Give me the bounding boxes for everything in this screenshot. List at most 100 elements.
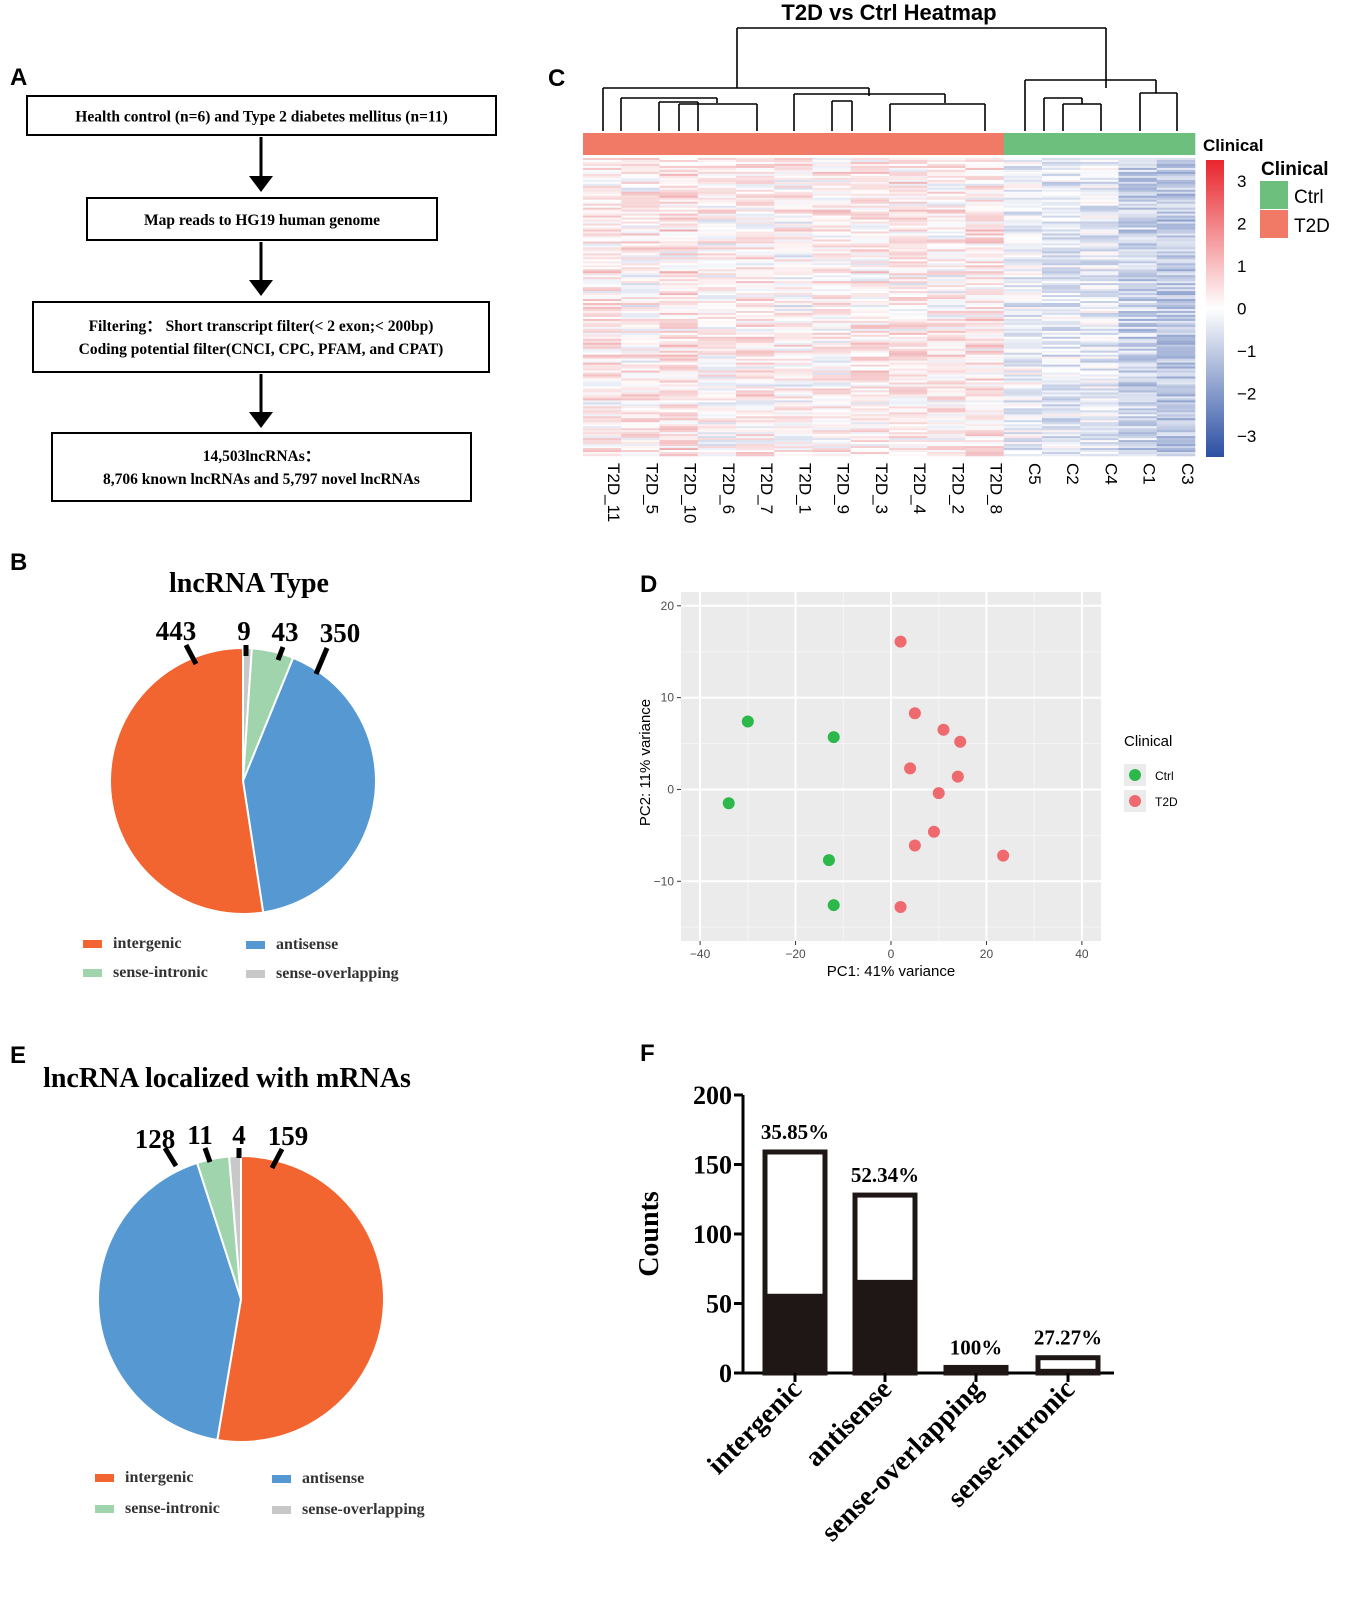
heatmap-cell [697, 382, 737, 385]
heatmap-cell [1003, 199, 1043, 203]
heatmap-cell [889, 235, 928, 238]
heatmap-cell [659, 410, 699, 413]
heatmap-cell [1080, 452, 1119, 455]
heatmap-cell [965, 189, 1005, 193]
heatmap-cell [659, 350, 699, 353]
heatmap-cell [812, 205, 852, 208]
heatmap-cell [927, 261, 966, 264]
heatmap-cell [1156, 259, 1196, 262]
heatmap-cell [927, 209, 966, 212]
heatmap-cell [697, 191, 737, 195]
heatmap-cell [812, 436, 852, 439]
legend-swatch-intergenic [83, 940, 102, 948]
heatmap-cell [697, 195, 737, 199]
heatmap-cell [774, 380, 813, 383]
heatmap-cell [889, 163, 928, 167]
heatmap-cell [1118, 388, 1158, 391]
heatmap-cell [774, 257, 813, 260]
heatmap-cell [659, 328, 699, 332]
annotation-cell-T2D_7 [736, 133, 775, 155]
heatmap-cell [850, 211, 890, 214]
heatmap-cell [774, 255, 813, 258]
heatmap-cell [621, 338, 660, 342]
heatmap-cell [1080, 263, 1119, 266]
heatmap-cell [812, 189, 852, 193]
heatmap-cell [850, 205, 890, 208]
heatmap-cell [621, 436, 660, 439]
heatmap-cell [774, 392, 813, 395]
heatmap-cell [736, 283, 775, 286]
heatmap-cell [697, 189, 737, 193]
heatmap-cell [965, 241, 1005, 244]
heatmap-cell [736, 233, 775, 236]
heatmap-cell [1118, 165, 1158, 169]
heatmap-cell [965, 173, 1005, 177]
heatmap-cell [621, 386, 660, 389]
legend-label-antisense: antisense [276, 936, 338, 953]
heatmap-cell [583, 432, 622, 435]
heatmap-cell [774, 249, 813, 252]
heatmap-cell [1156, 257, 1196, 260]
heatmap-cell [659, 239, 699, 242]
heatmap-cell [1080, 448, 1119, 451]
heatmap-cell [965, 301, 1005, 304]
heatmap-cell [927, 251, 966, 254]
heatmap-cell [1080, 450, 1119, 453]
panel-letter-f: F [640, 1040, 655, 1067]
heatmap-cell [812, 448, 852, 451]
heatmap-cell [1042, 310, 1081, 314]
heatmap-cell [621, 446, 660, 449]
heatmap-cell [736, 344, 775, 348]
heatmap-cell [774, 291, 813, 294]
heatmap-cell [697, 340, 737, 344]
heatmap-cell [1080, 432, 1119, 435]
heatmap-cell [850, 348, 890, 352]
heatmap-cell [1156, 253, 1196, 256]
point-t2d [894, 901, 907, 914]
heatmap-cell [659, 223, 699, 226]
heatmap-cell [697, 221, 737, 224]
heatmap-cell [697, 412, 737, 415]
heatmap-cell [889, 332, 928, 336]
bar-percent-label: 100% [950, 1335, 1003, 1359]
heatmap-cell [927, 301, 966, 304]
heatmap-cell [965, 390, 1005, 393]
heatmap-cell [774, 360, 813, 363]
heatmap-cell [850, 243, 890, 246]
heatmap-cell [583, 316, 622, 320]
heatmap-cell [1118, 187, 1158, 191]
heatmap-cell [1080, 376, 1119, 379]
heatmap-cell [1118, 277, 1158, 280]
heatmap-cell [621, 257, 660, 260]
color-scale-tick: 2 [1237, 215, 1246, 234]
heatmap-cell [927, 358, 966, 361]
heatmap-cell [583, 418, 622, 421]
heatmap-cell [621, 368, 660, 371]
heatmap-cell [1042, 295, 1081, 298]
heatmap-cell [1003, 179, 1043, 183]
heatmap-cell [583, 199, 622, 203]
point-ctrl [741, 715, 754, 728]
heatmap-cell [927, 314, 966, 318]
heatmap-cell [1042, 308, 1081, 312]
heatmap-cell [583, 235, 622, 238]
heatmap-cell [774, 420, 813, 423]
heatmap-cell [965, 346, 1005, 350]
heatmap-cell [812, 213, 852, 216]
panel-letter-a: A [10, 64, 27, 91]
heatmap-cell [1118, 283, 1158, 286]
heatmap-cell [1080, 442, 1119, 445]
clinical-legend-swatch-ctrl [1260, 181, 1288, 209]
heatmap-cell [1003, 332, 1043, 336]
heatmap-cell [812, 163, 852, 167]
heatmap-cell [736, 245, 775, 248]
heatmap-cell [927, 330, 966, 334]
heatmap-cell [889, 181, 928, 185]
heatmap-cell [1118, 446, 1158, 449]
heatmap-cell [1080, 380, 1119, 383]
heatmap-cell [621, 177, 660, 181]
heatmap-cell [697, 259, 737, 262]
heatmap-cell [965, 328, 1005, 332]
heatmap-cell [889, 364, 928, 367]
heatmap-cell [1003, 173, 1043, 177]
